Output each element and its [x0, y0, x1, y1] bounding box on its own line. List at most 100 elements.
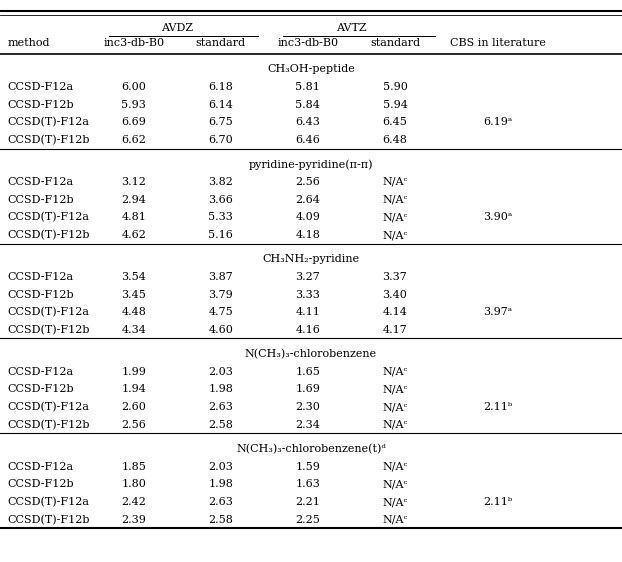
- Text: 5.93: 5.93: [121, 99, 146, 110]
- Text: N/Aᶜ: N/Aᶜ: [383, 367, 407, 377]
- Text: 4.75: 4.75: [208, 307, 233, 317]
- Text: 3.33: 3.33: [295, 289, 320, 300]
- Text: 1.63: 1.63: [295, 479, 320, 490]
- Text: CCSD-F12b: CCSD-F12b: [7, 479, 74, 490]
- Text: 2.94: 2.94: [121, 194, 146, 205]
- Text: 3.79: 3.79: [208, 289, 233, 300]
- Text: CCSD-F12a: CCSD-F12a: [7, 367, 73, 377]
- Text: 1.85: 1.85: [121, 461, 146, 472]
- Text: 5.90: 5.90: [383, 82, 407, 92]
- Text: 6.19ᵃ: 6.19ᵃ: [483, 117, 513, 128]
- Text: CCSD(T)-F12a: CCSD(T)-F12a: [7, 212, 90, 223]
- Text: 5.33: 5.33: [208, 212, 233, 223]
- Text: 3.90ᵃ: 3.90ᵃ: [483, 212, 513, 223]
- Text: 2.63: 2.63: [208, 402, 233, 412]
- Text: N/Aᶜ: N/Aᶜ: [383, 515, 407, 525]
- Text: 2.56: 2.56: [295, 177, 320, 187]
- Text: 6.62: 6.62: [121, 135, 146, 145]
- Text: 2.11ᵇ: 2.11ᵇ: [483, 402, 513, 412]
- Text: N/Aᶜ: N/Aᶜ: [383, 230, 407, 240]
- Text: 2.03: 2.03: [208, 367, 233, 377]
- Text: 6.00: 6.00: [121, 82, 146, 92]
- Text: CCSD(T)-F12a: CCSD(T)-F12a: [7, 497, 90, 507]
- Text: N(CH₃)₃-chlorobenzene(t)ᵈ: N(CH₃)₃-chlorobenzene(t)ᵈ: [236, 444, 386, 454]
- Text: 6.14: 6.14: [208, 99, 233, 110]
- Text: 4.18: 4.18: [295, 230, 320, 240]
- Text: method: method: [7, 39, 50, 48]
- Text: 2.56: 2.56: [121, 420, 146, 430]
- Text: 3.27: 3.27: [295, 272, 320, 282]
- Text: CH₃NH₂-pyridine: CH₃NH₂-pyridine: [262, 254, 360, 264]
- Text: 5.94: 5.94: [383, 99, 407, 110]
- Text: N/Aᶜ: N/Aᶜ: [383, 177, 407, 187]
- Text: 2.03: 2.03: [208, 461, 233, 472]
- Text: 5.84: 5.84: [295, 99, 320, 110]
- Text: 2.21: 2.21: [295, 497, 320, 507]
- Text: CCSD-F12a: CCSD-F12a: [7, 272, 73, 282]
- Text: 3.66: 3.66: [208, 194, 233, 205]
- Text: N/Aᶜ: N/Aᶜ: [383, 384, 407, 395]
- Text: 3.12: 3.12: [121, 177, 146, 187]
- Text: 2.58: 2.58: [208, 515, 233, 525]
- Text: 1.98: 1.98: [208, 384, 233, 395]
- Text: 4.62: 4.62: [121, 230, 146, 240]
- Text: CCSD(T)-F12b: CCSD(T)-F12b: [7, 135, 90, 146]
- Text: CCSD(T)-F12a: CCSD(T)-F12a: [7, 402, 90, 413]
- Text: 4.60: 4.60: [208, 325, 233, 335]
- Text: AVTZ: AVTZ: [336, 24, 367, 34]
- Text: 6.75: 6.75: [208, 117, 233, 128]
- Text: 3.82: 3.82: [208, 177, 233, 187]
- Text: 1.80: 1.80: [121, 479, 146, 490]
- Text: 4.17: 4.17: [383, 325, 407, 335]
- Text: CCSD-F12a: CCSD-F12a: [7, 177, 73, 187]
- Text: 5.16: 5.16: [208, 230, 233, 240]
- Text: 6.43: 6.43: [295, 117, 320, 128]
- Text: 3.87: 3.87: [208, 272, 233, 282]
- Text: CCSD(T)-F12a: CCSD(T)-F12a: [7, 117, 90, 128]
- Text: CCSD(T)-F12b: CCSD(T)-F12b: [7, 230, 90, 240]
- Text: CCSD-F12b: CCSD-F12b: [7, 99, 74, 110]
- Text: inc3-db-B0: inc3-db-B0: [277, 39, 338, 48]
- Text: 1.94: 1.94: [121, 384, 146, 395]
- Text: N/Aᶜ: N/Aᶜ: [383, 194, 407, 205]
- Text: 2.25: 2.25: [295, 515, 320, 525]
- Text: 2.39: 2.39: [121, 515, 146, 525]
- Text: standard: standard: [196, 39, 246, 48]
- Text: CCSD(T)-F12b: CCSD(T)-F12b: [7, 325, 90, 335]
- Text: 4.09: 4.09: [295, 212, 320, 223]
- Text: 2.30: 2.30: [295, 402, 320, 412]
- Text: 4.14: 4.14: [383, 307, 407, 317]
- Text: CBS in literature: CBS in literature: [450, 39, 545, 48]
- Text: CCSD-F12a: CCSD-F12a: [7, 82, 73, 92]
- Text: 2.60: 2.60: [121, 402, 146, 412]
- Text: 4.11: 4.11: [295, 307, 320, 317]
- Text: 4.16: 4.16: [295, 325, 320, 335]
- Text: 4.48: 4.48: [121, 307, 146, 317]
- Text: 3.45: 3.45: [121, 289, 146, 300]
- Text: 5.81: 5.81: [295, 82, 320, 92]
- Text: N/Aᶜ: N/Aᶜ: [383, 479, 407, 490]
- Text: 1.99: 1.99: [121, 367, 146, 377]
- Text: N/Aᶜ: N/Aᶜ: [383, 420, 407, 430]
- Text: 1.59: 1.59: [295, 461, 320, 472]
- Text: 2.58: 2.58: [208, 420, 233, 430]
- Text: 6.48: 6.48: [383, 135, 407, 145]
- Text: 2.63: 2.63: [208, 497, 233, 507]
- Text: CCSD-F12a: CCSD-F12a: [7, 461, 73, 472]
- Text: 6.45: 6.45: [383, 117, 407, 128]
- Text: N(CH₃)₃-chlorobenzene: N(CH₃)₃-chlorobenzene: [245, 349, 377, 359]
- Text: 3.37: 3.37: [383, 272, 407, 282]
- Text: 6.69: 6.69: [121, 117, 146, 128]
- Text: 4.81: 4.81: [121, 212, 146, 223]
- Text: 4.34: 4.34: [121, 325, 146, 335]
- Text: CCSD-F12b: CCSD-F12b: [7, 384, 74, 395]
- Text: CCSD(T)-F12b: CCSD(T)-F12b: [7, 515, 90, 525]
- Text: standard: standard: [370, 39, 420, 48]
- Text: 6.70: 6.70: [208, 135, 233, 145]
- Text: 1.65: 1.65: [295, 367, 320, 377]
- Text: 2.34: 2.34: [295, 420, 320, 430]
- Text: CH₃OH-peptide: CH₃OH-peptide: [267, 64, 355, 74]
- Text: 6.18: 6.18: [208, 82, 233, 92]
- Text: CCSD(T)-F12b: CCSD(T)-F12b: [7, 420, 90, 430]
- Text: 3.40: 3.40: [383, 289, 407, 300]
